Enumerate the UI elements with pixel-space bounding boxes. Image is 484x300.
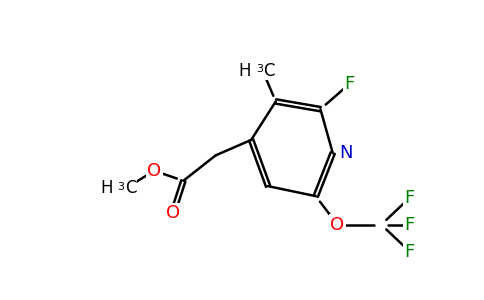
Text: H: H xyxy=(100,179,112,197)
Text: O: O xyxy=(147,162,161,180)
Text: F: F xyxy=(405,189,415,207)
Text: 3: 3 xyxy=(256,64,263,74)
Text: O: O xyxy=(330,216,345,234)
Text: H: H xyxy=(239,62,251,80)
Text: O: O xyxy=(166,204,181,222)
Text: C: C xyxy=(125,179,136,197)
Text: 3: 3 xyxy=(117,182,124,191)
Text: F: F xyxy=(405,243,415,261)
Text: F: F xyxy=(345,75,355,93)
Text: F: F xyxy=(405,216,415,234)
Text: N: N xyxy=(339,144,352,162)
Text: C: C xyxy=(263,62,275,80)
